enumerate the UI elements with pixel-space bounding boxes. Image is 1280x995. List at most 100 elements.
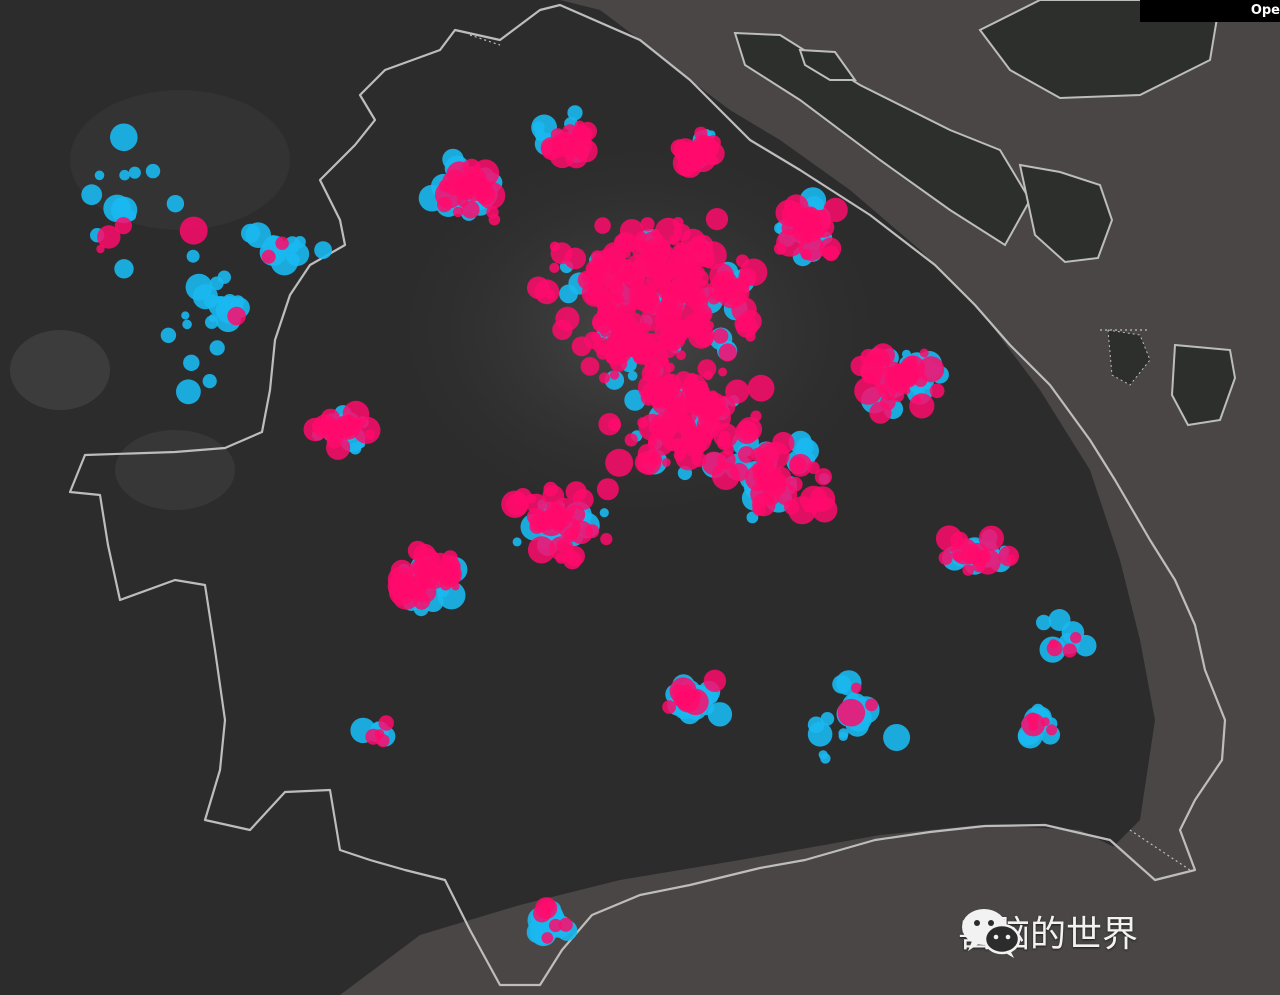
point-pink (773, 242, 787, 255)
point-pink (698, 425, 710, 436)
point-pink (488, 213, 501, 226)
point-pink (823, 197, 848, 223)
point-blue (270, 247, 299, 276)
point-pink (604, 342, 628, 366)
point-pink (794, 207, 822, 235)
point-pink (788, 496, 817, 525)
point-pink (626, 303, 636, 313)
point-pink (938, 550, 953, 565)
point-pink (1046, 640, 1063, 657)
point-pink (738, 268, 757, 287)
point-pink (97, 225, 121, 249)
point-blue (114, 259, 134, 279)
point-pink (1021, 713, 1045, 737)
point-blue (181, 311, 190, 320)
point-blue (818, 750, 828, 760)
open-tab-button[interactable]: Ope (1140, 0, 1280, 22)
point-blue (284, 236, 301, 253)
point-pink (594, 217, 611, 234)
point-pink (712, 328, 729, 344)
island (1170, 343, 1237, 427)
point-pink (114, 217, 132, 235)
point-blue (231, 295, 245, 309)
river-water (340, 825, 1280, 995)
point-pink (593, 285, 604, 296)
island (798, 48, 857, 81)
point-pink (718, 343, 737, 362)
point-pink (565, 481, 587, 503)
point-pink (96, 244, 105, 254)
point-pink (589, 265, 601, 277)
point-pink (770, 466, 792, 488)
point-pink (261, 249, 276, 264)
point-pink (688, 280, 701, 293)
point-pink (899, 359, 920, 380)
point-pink (596, 291, 623, 318)
point-pink (655, 335, 679, 359)
point-blue (807, 722, 833, 747)
point-pink (596, 478, 619, 501)
point-pink (851, 682, 862, 694)
point-blue (205, 315, 219, 329)
point-pink (662, 458, 671, 467)
point-pink (725, 379, 750, 404)
point-pink (747, 374, 775, 402)
point-blue (349, 442, 362, 455)
point-blue (202, 374, 217, 389)
point-pink (718, 430, 731, 443)
point-pink (598, 413, 621, 436)
point-blue (532, 121, 545, 133)
point-pink (675, 242, 687, 254)
point-pink (660, 357, 670, 366)
wechat-icon (962, 909, 1021, 958)
point-blue (112, 197, 130, 216)
point-pink (650, 453, 663, 465)
point-blue (604, 370, 625, 390)
point-pink (875, 349, 889, 364)
point-pink (542, 485, 565, 507)
point-blue (209, 340, 225, 356)
island (1107, 329, 1151, 386)
island (1018, 163, 1114, 264)
point-pink (564, 545, 585, 567)
point-pink (1070, 632, 1082, 644)
point-pink (451, 582, 460, 591)
point-pink (866, 368, 882, 385)
point-pink (738, 446, 755, 463)
point-pink (698, 241, 727, 270)
point-pink (781, 220, 797, 236)
point-pink (787, 476, 803, 492)
point-pink (682, 688, 709, 716)
point-blue (883, 724, 911, 751)
point-pink (692, 145, 714, 167)
point-pink (703, 669, 727, 692)
point-pink (694, 126, 708, 140)
point-pink (756, 467, 771, 482)
point-pink (655, 217, 682, 245)
point-pink (705, 208, 729, 231)
point-blue (176, 379, 201, 405)
point-pink (673, 138, 698, 163)
point-pink (652, 387, 674, 409)
point-pink (324, 427, 339, 443)
point-pink (592, 316, 606, 330)
point-pink (951, 538, 978, 565)
point-pink (535, 517, 549, 530)
point-pink (638, 292, 661, 315)
point-pink (819, 237, 842, 260)
point-pink (550, 242, 573, 265)
point-pink (919, 348, 929, 358)
point-pink (527, 536, 556, 564)
point-pink (549, 918, 563, 933)
point-blue (838, 731, 848, 741)
point-blue (707, 702, 733, 727)
point-pink (179, 216, 208, 245)
point-pink (527, 276, 550, 300)
point-pink (633, 351, 646, 364)
point-pink (506, 493, 529, 516)
point-pink (865, 698, 878, 712)
point-blue (94, 170, 105, 181)
